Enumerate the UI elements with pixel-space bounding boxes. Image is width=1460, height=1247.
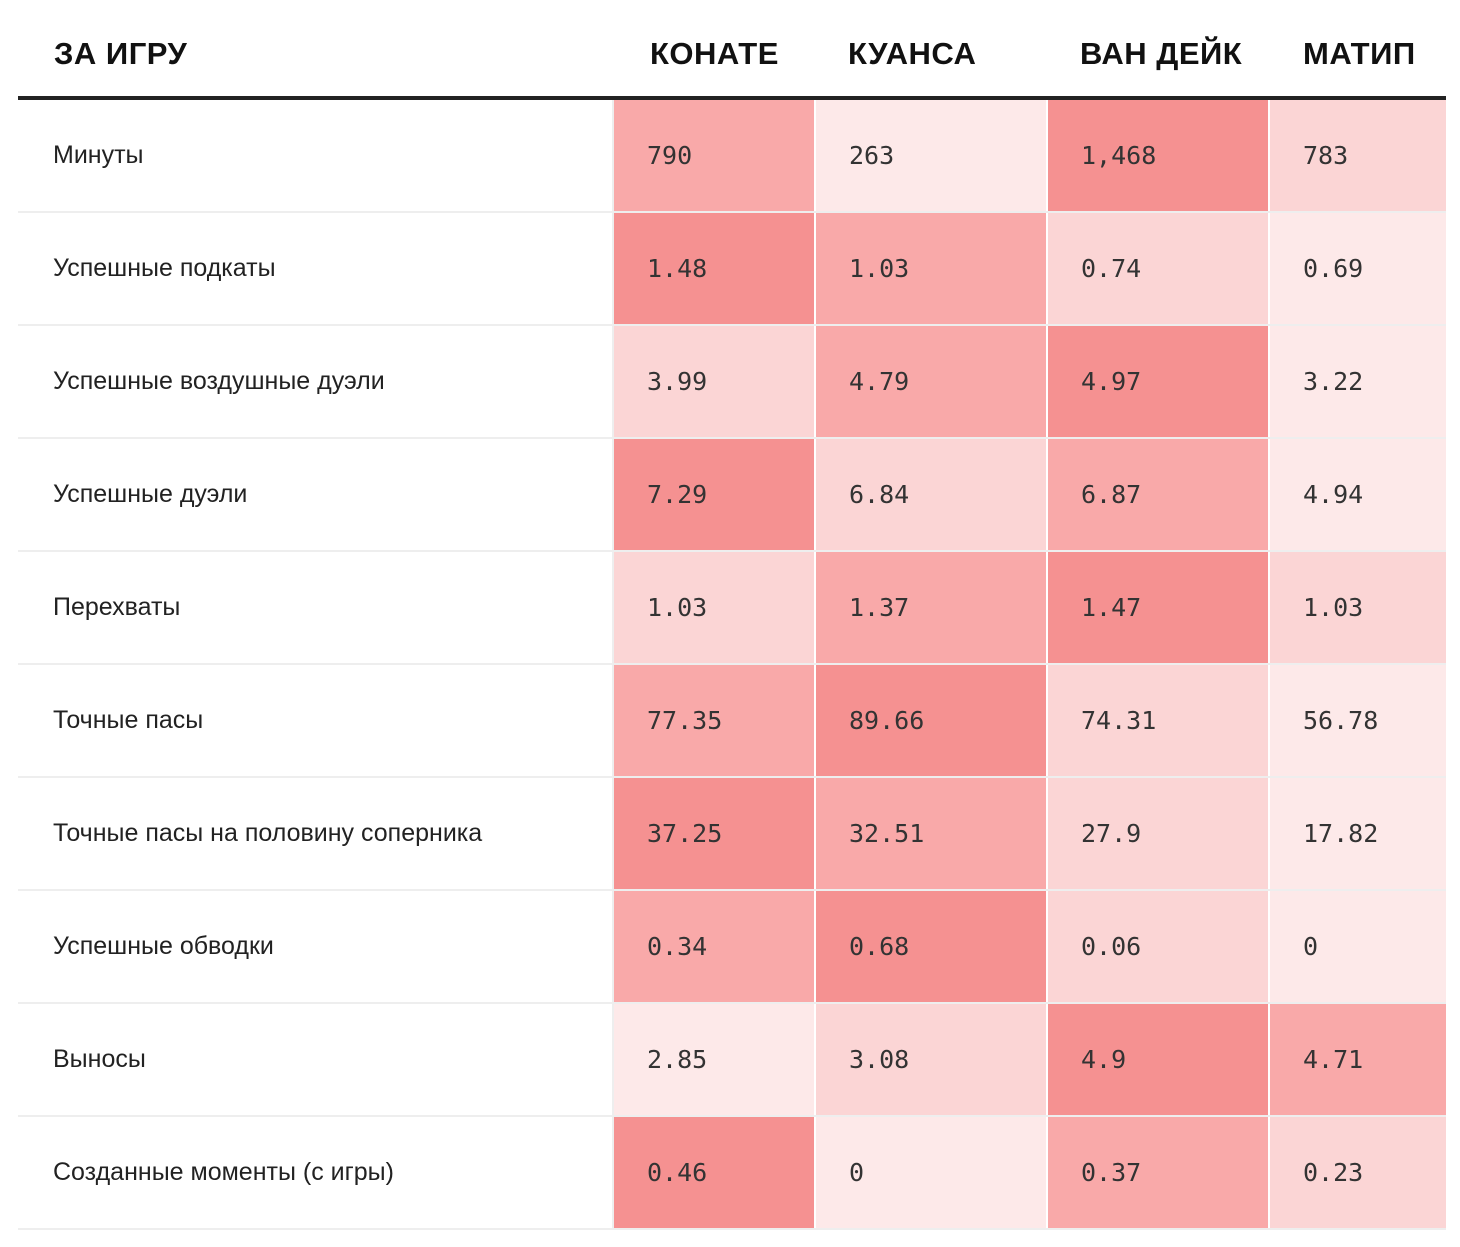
value-cell-matip: 0.69 (1270, 213, 1446, 324)
table-body: Минуты 790 263 1,468 783 Успешные подкаты 1.48… (18, 100, 1446, 1230)
table-header: ЗА ИГРУ КОНАТЕ КУАНСА ВАН ДЕЙК МАТИП (18, 0, 1446, 100)
value-cell-kuansa: 263 (816, 100, 1048, 211)
value-cell-kuansa: 4.79 (816, 326, 1048, 437)
value-cell-konate: 0.34 (614, 891, 816, 1002)
table-row: Перехваты 1.03 1.37 1.47 1.03 (18, 552, 1446, 665)
value-cell-matip: 1.03 (1270, 552, 1446, 663)
value-cell-van-dijk: 4.97 (1048, 326, 1270, 437)
value-cell-konate: 0.46 (614, 1117, 816, 1228)
value-cell-konate: 77.35 (614, 665, 816, 776)
value-cell-van-dijk: 0.06 (1048, 891, 1270, 1002)
value-cell-van-dijk: 1.47 (1048, 552, 1270, 663)
row-label: Выносы (18, 1004, 614, 1115)
value-cell-konate: 1.48 (614, 213, 816, 324)
value-cell-matip: 4.71 (1270, 1004, 1446, 1115)
value-cell-van-dijk: 0.37 (1048, 1117, 1270, 1228)
row-label: Созданные моменты (с игры) (18, 1117, 614, 1228)
header-player-kuansa: КУАНСА (848, 36, 977, 71)
row-label: Успешные воздушные дуэли (18, 326, 614, 437)
value-cell-kuansa: 0 (816, 1117, 1048, 1228)
header-player-matip: МАТИП (1303, 36, 1416, 71)
value-cell-matip: 4.94 (1270, 439, 1446, 550)
value-cell-van-dijk: 0.74 (1048, 213, 1270, 324)
value-cell-kuansa: 89.66 (816, 665, 1048, 776)
value-cell-kuansa: 1.03 (816, 213, 1048, 324)
value-cell-van-dijk: 74.31 (1048, 665, 1270, 776)
value-cell-van-dijk: 27.9 (1048, 778, 1270, 889)
value-cell-van-dijk: 6.87 (1048, 439, 1270, 550)
table-row: Минуты 790 263 1,468 783 (18, 100, 1446, 213)
table-row: Успешные обводки 0.34 0.68 0.06 0 (18, 891, 1446, 1004)
value-cell-kuansa: 0.68 (816, 891, 1048, 1002)
value-cell-matip: 0.23 (1270, 1117, 1446, 1228)
row-label: Успешные подкаты (18, 213, 614, 324)
header-row-label: ЗА ИГРУ (54, 36, 188, 71)
row-label: Перехваты (18, 552, 614, 663)
value-cell-kuansa: 32.51 (816, 778, 1048, 889)
value-cell-kuansa: 1.37 (816, 552, 1048, 663)
table-row: Выносы 2.85 3.08 4.9 4.71 (18, 1004, 1446, 1117)
table-row: Точные пасы на половину соперника 37.25 32… (18, 778, 1446, 891)
stats-table: ЗА ИГРУ КОНАТЕ КУАНСА ВАН ДЕЙК МАТИП Мин… (18, 0, 1446, 1230)
value-cell-matip: 0 (1270, 891, 1446, 1002)
value-cell-konate: 37.25 (614, 778, 816, 889)
row-label: Точные пасы на половину соперника (18, 778, 614, 889)
header-player-van-dijk: ВАН ДЕЙК (1080, 36, 1243, 71)
row-label: Точные пасы (18, 665, 614, 776)
value-cell-matip: 17.82 (1270, 778, 1446, 889)
table-row: Созданные моменты (с игры) 0.46 0 0.37 0.23 (18, 1117, 1446, 1230)
value-cell-kuansa: 6.84 (816, 439, 1048, 550)
value-cell-matip: 3.22 (1270, 326, 1446, 437)
value-cell-matip: 56.78 (1270, 665, 1446, 776)
value-cell-konate: 3.99 (614, 326, 816, 437)
value-cell-kuansa: 3.08 (816, 1004, 1048, 1115)
header-player-konate: КОНАТЕ (650, 36, 779, 71)
row-label: Минуты (18, 100, 614, 211)
value-cell-konate: 790 (614, 100, 816, 211)
value-cell-konate: 1.03 (614, 552, 816, 663)
table-row: Успешные подкаты 1.48 1.03 0.74 0.69 (18, 213, 1446, 326)
value-cell-van-dijk: 1,468 (1048, 100, 1270, 211)
value-cell-konate: 7.29 (614, 439, 816, 550)
row-label: Успешные обводки (18, 891, 614, 1002)
table-row: Успешные воздушные дуэли 3.99 4.79 4.97 3.22 (18, 326, 1446, 439)
row-label: Успешные дуэли (18, 439, 614, 550)
value-cell-konate: 2.85 (614, 1004, 816, 1115)
value-cell-matip: 783 (1270, 100, 1446, 211)
table-row: Точные пасы 77.35 89.66 74.31 56.78 (18, 665, 1446, 778)
value-cell-van-dijk: 4.9 (1048, 1004, 1270, 1115)
table-row: Успешные дуэли 7.29 6.84 6.87 4.94 (18, 439, 1446, 552)
